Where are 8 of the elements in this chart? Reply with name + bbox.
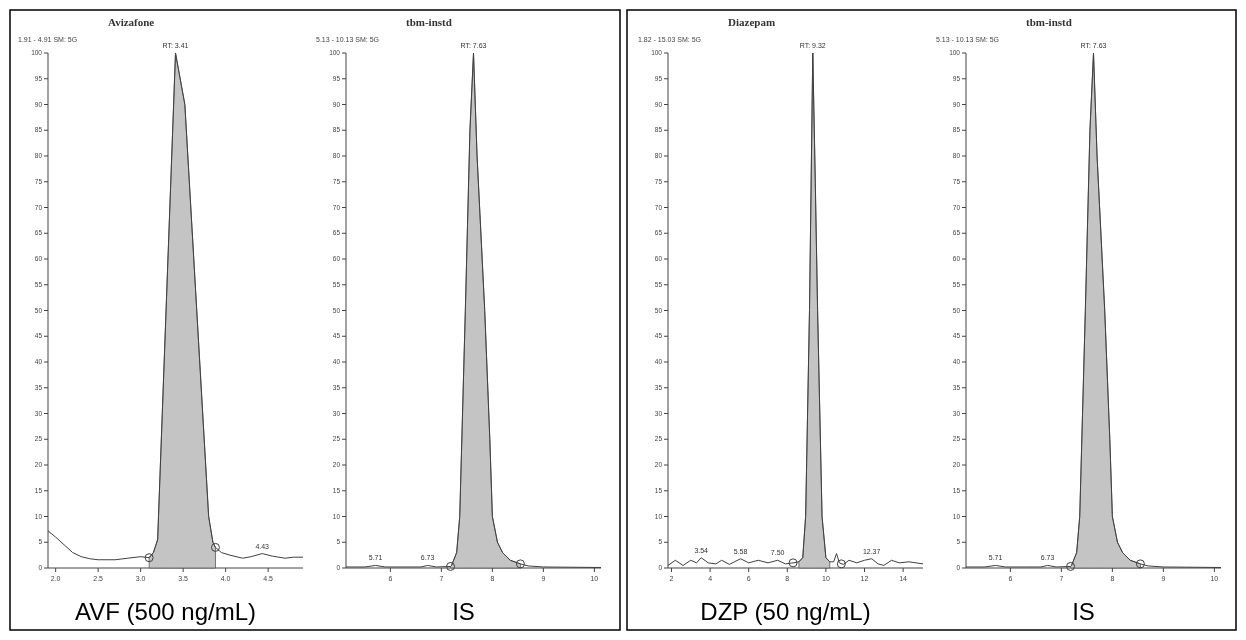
x-axis-title: IS	[452, 598, 475, 625]
chart-title: Avizafone	[108, 16, 155, 28]
x-axis-title: AVF (500 ng/mL)	[75, 598, 256, 625]
x-axis-title: IS	[1072, 598, 1095, 625]
x-axis-title: DZP (50 ng/mL)	[700, 598, 871, 625]
chart-title: Diazepam	[728, 16, 776, 28]
chart-title: tbm-instd	[1026, 16, 1072, 28]
chart-title: tbm-instd	[406, 16, 452, 28]
